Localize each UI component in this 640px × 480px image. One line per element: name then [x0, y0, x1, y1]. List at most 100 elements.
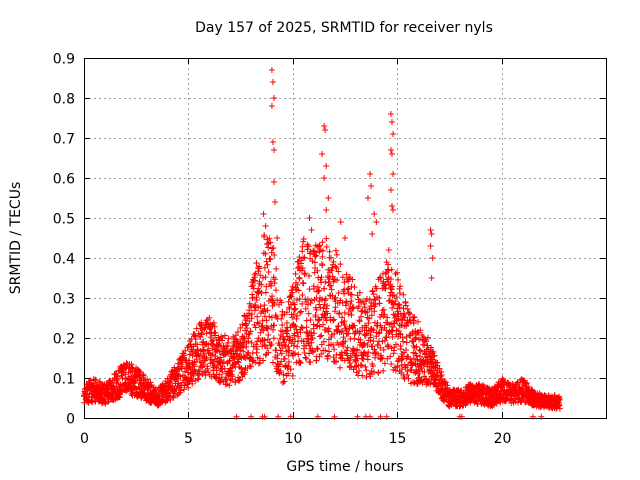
- data-point: [306, 342, 313, 349]
- data-point: [151, 386, 158, 393]
- data-point: [123, 360, 130, 367]
- data-point: [268, 103, 275, 109]
- data-point: [323, 243, 330, 250]
- data-point: [349, 304, 356, 311]
- data-point: [304, 296, 311, 303]
- y-tick-label: 0.2: [53, 332, 75, 348]
- plot-frame: [84, 58, 607, 419]
- data-point: [341, 309, 348, 316]
- data-point: [118, 388, 125, 395]
- data-point: [235, 344, 242, 351]
- data-point: [314, 267, 321, 274]
- data-point: [248, 311, 255, 318]
- data-point: [265, 349, 272, 356]
- data-point: [285, 352, 292, 359]
- data-point: [335, 341, 342, 348]
- data-point: [193, 356, 200, 363]
- data-point: [302, 305, 309, 312]
- data-point: [405, 309, 412, 316]
- data-point: [289, 314, 296, 321]
- data-point: [265, 268, 272, 275]
- data-point: [308, 227, 315, 233]
- data-point: [262, 289, 269, 296]
- data-point: [264, 261, 271, 268]
- data-point: [178, 363, 185, 370]
- data-point: [226, 382, 233, 389]
- data-point: [368, 183, 375, 189]
- data-point: [281, 336, 288, 343]
- data-point: [177, 387, 184, 394]
- data-point: [387, 147, 394, 153]
- data-point: [257, 329, 264, 336]
- data-point: [318, 350, 325, 357]
- data-point: [313, 252, 320, 259]
- data-point: [324, 302, 331, 309]
- data-point: [282, 342, 289, 349]
- data-point: [313, 306, 320, 313]
- data-point: [192, 332, 199, 339]
- data-point: [301, 350, 308, 357]
- data-point: [296, 275, 303, 282]
- data-point: [344, 286, 351, 293]
- data-point: [306, 272, 313, 279]
- data-point: [182, 368, 189, 375]
- data-point: [271, 322, 278, 329]
- data-point: [395, 276, 402, 283]
- data-point: [332, 294, 339, 301]
- data-point: [217, 377, 224, 384]
- y-tick-label: 0: [66, 412, 75, 428]
- data-point: [395, 301, 402, 308]
- data-point: [387, 111, 394, 117]
- data-point: [240, 348, 247, 355]
- data-point: [417, 347, 424, 354]
- data-point: [260, 357, 267, 364]
- data-point: [216, 371, 223, 378]
- data-point: [302, 354, 309, 361]
- data-point: [335, 268, 342, 275]
- data-point: [299, 243, 306, 250]
- data-point: [348, 311, 355, 318]
- data-point: [296, 254, 303, 261]
- data-point: [263, 283, 270, 290]
- data-point: [347, 360, 354, 367]
- data-point: [251, 321, 258, 328]
- data-points: [80, 67, 563, 420]
- data-point: [370, 338, 377, 345]
- data-point: [208, 337, 215, 344]
- data-point: [272, 199, 279, 205]
- data-point: [289, 289, 296, 296]
- data-point: [205, 341, 212, 348]
- data-point: [337, 364, 344, 371]
- y-axis-label: SRMTID / TECUs: [8, 182, 24, 295]
- data-point: [323, 163, 330, 169]
- data-point: [208, 330, 215, 337]
- data-point: [114, 373, 121, 380]
- data-point: [269, 359, 276, 366]
- data-point: [293, 315, 300, 322]
- data-point: [233, 336, 240, 343]
- data-point: [273, 287, 280, 294]
- data-point: [262, 250, 269, 257]
- data-point: [327, 316, 334, 323]
- data-point: [316, 323, 323, 330]
- data-point: [392, 271, 399, 278]
- data-point: [255, 320, 262, 327]
- data-point: [198, 322, 205, 329]
- data-point: [173, 386, 180, 393]
- data-point: [339, 274, 346, 281]
- data-point: [317, 276, 324, 283]
- data-point: [281, 341, 288, 348]
- data-point: [322, 278, 329, 285]
- data-point: [265, 331, 272, 338]
- data-point: [301, 271, 308, 278]
- data-point: [203, 330, 210, 337]
- data-point: [189, 380, 196, 387]
- data-point: [215, 340, 222, 347]
- data-point: [205, 369, 212, 376]
- data-point: [308, 297, 315, 304]
- data-point: [285, 343, 292, 350]
- data-point: [301, 254, 308, 261]
- y-tick-label: 0.6: [53, 172, 75, 188]
- data-point: [92, 376, 99, 383]
- data-point: [287, 366, 294, 373]
